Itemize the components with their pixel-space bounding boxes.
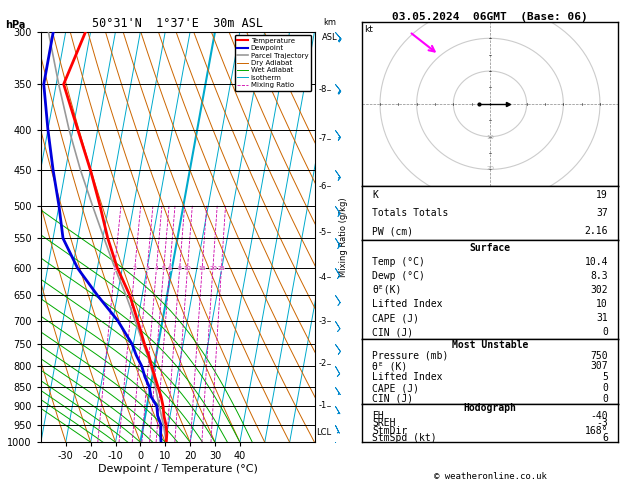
Text: -6: -6 <box>318 182 326 191</box>
Text: StmDir: StmDir <box>372 426 407 436</box>
Text: hPa: hPa <box>5 19 26 30</box>
Text: 0: 0 <box>602 383 608 393</box>
Text: Pressure (mb): Pressure (mb) <box>372 350 448 361</box>
Text: Most Unstable: Most Unstable <box>452 340 528 350</box>
Text: 10: 10 <box>184 265 191 271</box>
Text: 10: 10 <box>486 135 494 140</box>
Text: SREH: SREH <box>372 418 396 428</box>
Text: 307: 307 <box>591 362 608 371</box>
Text: -3: -3 <box>318 316 326 326</box>
Text: -3: -3 <box>596 418 608 428</box>
Text: -2: -2 <box>318 360 326 368</box>
Text: PW (cm): PW (cm) <box>372 226 413 236</box>
Text: km: km <box>323 18 337 28</box>
Text: -4: -4 <box>318 273 326 282</box>
Text: Lifted Index: Lifted Index <box>372 299 442 309</box>
Text: EH: EH <box>372 411 384 421</box>
Text: 750: 750 <box>591 350 608 361</box>
Text: 3: 3 <box>145 265 149 271</box>
Text: 10.4: 10.4 <box>584 257 608 267</box>
Text: 30: 30 <box>486 197 494 202</box>
Text: ASL: ASL <box>322 33 338 42</box>
Text: 6: 6 <box>602 434 608 444</box>
Text: 0: 0 <box>602 327 608 337</box>
Text: 19: 19 <box>596 190 608 200</box>
Text: 2.16: 2.16 <box>584 226 608 236</box>
Text: 0: 0 <box>602 394 608 404</box>
Text: Totals Totals: Totals Totals <box>372 208 448 218</box>
Text: CAPE (J): CAPE (J) <box>372 313 419 323</box>
Text: Mixing Ratio (g/kg): Mixing Ratio (g/kg) <box>340 197 348 277</box>
Text: 25: 25 <box>218 265 225 271</box>
Text: CIN (J): CIN (J) <box>372 394 413 404</box>
Text: 5: 5 <box>162 265 165 271</box>
Text: -7: -7 <box>318 134 326 143</box>
Text: CAPE (J): CAPE (J) <box>372 383 419 393</box>
Text: © weatheronline.co.uk: © weatheronline.co.uk <box>433 472 547 481</box>
Text: 6: 6 <box>168 265 172 271</box>
Text: 302: 302 <box>591 285 608 295</box>
Text: 8: 8 <box>178 265 182 271</box>
Text: 15: 15 <box>198 265 206 271</box>
X-axis label: Dewpoint / Temperature (°C): Dewpoint / Temperature (°C) <box>97 464 258 474</box>
Text: 5: 5 <box>602 372 608 382</box>
Text: StmSpd (kt): StmSpd (kt) <box>372 434 437 444</box>
Text: CIN (J): CIN (J) <box>372 327 413 337</box>
Text: 03.05.2024  06GMT  (Base: 06): 03.05.2024 06GMT (Base: 06) <box>392 12 588 22</box>
Text: 20: 20 <box>486 166 494 171</box>
Text: Lifted Index: Lifted Index <box>372 372 442 382</box>
Text: 168°: 168° <box>584 426 608 436</box>
Text: Surface: Surface <box>469 243 511 253</box>
Text: 4: 4 <box>155 265 159 271</box>
Text: 8.3: 8.3 <box>591 271 608 281</box>
Text: 20: 20 <box>209 265 217 271</box>
Text: 31: 31 <box>596 313 608 323</box>
Text: θᴱ (K): θᴱ (K) <box>372 362 407 371</box>
Text: Dewp (°C): Dewp (°C) <box>372 271 425 281</box>
Text: 10: 10 <box>596 299 608 309</box>
Text: θᴱ(K): θᴱ(K) <box>372 285 401 295</box>
Text: kt: kt <box>364 25 373 34</box>
Text: -40: -40 <box>591 411 608 421</box>
Title: 50°31'N  1°37'E  30m ASL: 50°31'N 1°37'E 30m ASL <box>92 17 263 31</box>
Legend: Temperature, Dewpoint, Parcel Trajectory, Dry Adiabat, Wet Adiabat, Isotherm, Mi: Temperature, Dewpoint, Parcel Trajectory… <box>235 35 311 91</box>
Text: Hodograph: Hodograph <box>464 403 516 413</box>
Text: Temp (°C): Temp (°C) <box>372 257 425 267</box>
Text: 37: 37 <box>596 208 608 218</box>
Text: -1: -1 <box>318 401 326 410</box>
Text: K: K <box>372 190 378 200</box>
Text: 1: 1 <box>113 265 116 271</box>
Text: -5: -5 <box>318 228 326 237</box>
Text: 2: 2 <box>133 265 137 271</box>
Text: LCL: LCL <box>316 428 331 437</box>
Text: -8: -8 <box>318 86 326 94</box>
